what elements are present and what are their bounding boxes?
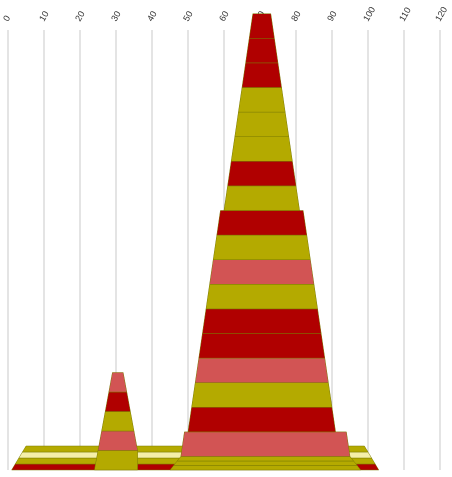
layer-peak3-10 — [205, 284, 318, 310]
layer-peak3-3 — [176, 456, 355, 462]
layer-peak2-1 — [94, 450, 138, 471]
layer-peak3-21 — [248, 13, 275, 39]
layer-peak3-7 — [194, 357, 329, 383]
layer-peak2-4 — [104, 391, 131, 412]
x-tick-label-60: 60 — [217, 9, 231, 23]
layer-peak3-20 — [245, 38, 279, 64]
x-tick-label-0: 0 — [1, 14, 12, 23]
x-tick-label-120: 120 — [433, 5, 449, 23]
layer-peak3-6 — [191, 382, 333, 408]
layer-peak3-16 — [230, 136, 293, 162]
x-tick-labels: 0102030405060708090100110120 — [1, 5, 449, 23]
chart-layers — [11, 13, 380, 471]
gridlines — [7, 30, 441, 470]
x-tick-label-10: 10 — [37, 9, 51, 23]
layer-peak3-19 — [241, 62, 282, 88]
layer-peak3-12 — [212, 234, 311, 260]
x-tick-label-30: 30 — [109, 9, 123, 23]
x-tick-label-80: 80 — [289, 9, 303, 23]
x-tick-label-110: 110 — [397, 6, 413, 23]
layer-peak3-15 — [227, 161, 297, 187]
layer-peak3-14 — [223, 185, 300, 211]
layer-peak3-5 — [187, 407, 336, 433]
layer-peak3-1 — [169, 465, 362, 471]
layer-peak3-18 — [238, 87, 286, 113]
layer-peak3-9 — [202, 308, 322, 334]
layer-peak3-4 — [180, 431, 351, 457]
layer-peak2-5 — [108, 372, 128, 393]
x-tick-label-50: 50 — [181, 9, 195, 23]
layer-peak3-8 — [198, 333, 326, 359]
x-tick-label-90: 90 — [325, 9, 339, 23]
layer-peak3-17 — [234, 111, 290, 137]
layer-peak3-11 — [209, 259, 315, 285]
layer-peak2-2 — [97, 430, 138, 451]
layer-peak3-2 — [173, 460, 358, 466]
layer-peak2-3 — [101, 411, 135, 432]
x-tick-label-40: 40 — [145, 9, 159, 23]
x-tick-label-20: 20 — [73, 9, 87, 23]
layer-peak3-13 — [216, 210, 308, 236]
x-tick-label-100: 100 — [361, 5, 377, 23]
